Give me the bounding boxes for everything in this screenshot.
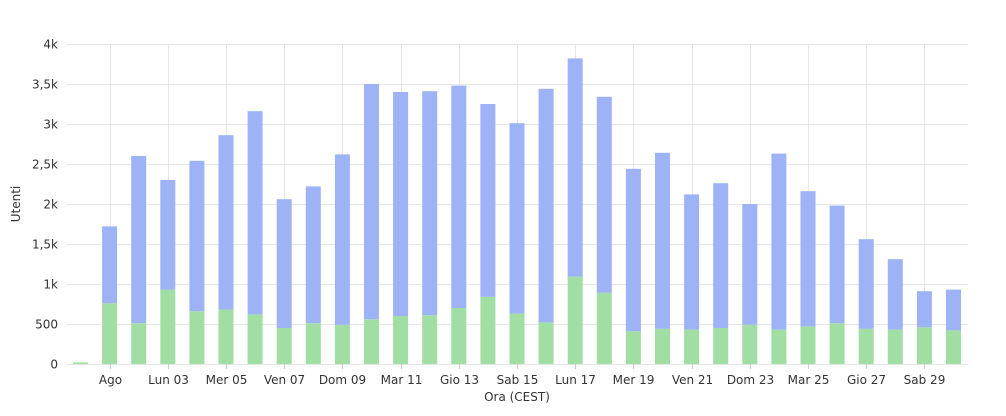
y-axis-title: Utenti xyxy=(9,186,23,223)
bar-segment-upper xyxy=(916,291,932,328)
x-axis: Ago Lun 03 Mer 05 Ven 07 Dom 09 Mar 11 Gio 13 S… xyxy=(99,364,945,387)
x-tick-label: Ven 07 xyxy=(264,373,305,387)
bar-segment-lower xyxy=(102,303,118,364)
bar-segment-lower xyxy=(684,329,700,364)
bar-segment-upper xyxy=(102,226,118,304)
bar-segment-upper xyxy=(800,191,816,327)
bar-segment-upper xyxy=(334,154,350,325)
bar-series xyxy=(73,58,961,364)
bar-segment-lower xyxy=(247,314,263,364)
x-tick-label: Dom 09 xyxy=(319,373,366,387)
x-tick-label: Lun 03 xyxy=(148,373,189,387)
x-tick-label: Sab 29 xyxy=(904,373,946,387)
y-tick-label: 2,5k xyxy=(32,158,58,172)
bar-segment-upper xyxy=(305,186,321,324)
bar-segment-lower xyxy=(189,311,205,364)
bar-segment-lower xyxy=(916,327,932,364)
bar-segment-lower xyxy=(305,323,321,364)
bar-segment-lower xyxy=(131,323,147,364)
bar-segment-upper xyxy=(364,84,379,320)
x-tick-label: Ven 21 xyxy=(672,373,713,387)
bar-segment-upper xyxy=(742,204,758,325)
x-tick-label: Dom 23 xyxy=(727,373,774,387)
bar-segment-lower xyxy=(567,276,583,364)
bar-segment-lower xyxy=(334,324,350,364)
bar-segment-upper xyxy=(946,289,961,331)
bar-segment-upper xyxy=(625,168,641,332)
x-tick-label: Sab 15 xyxy=(497,373,539,387)
x-tick-label: Gio 13 xyxy=(440,373,479,387)
bar-segment-lower xyxy=(946,330,961,364)
bar-segment-upper xyxy=(451,85,467,308)
bar-segment-upper xyxy=(422,91,438,316)
y-tick-label: 3,5k xyxy=(32,78,58,92)
bar-segment-upper xyxy=(567,58,583,277)
bar-segment-upper xyxy=(218,135,234,310)
bar-segment-lower xyxy=(538,322,554,364)
y-tick-label: 3k xyxy=(43,118,58,132)
x-tick-label: Gio 27 xyxy=(847,373,886,387)
bar-segment-lower xyxy=(451,308,467,364)
bar-segment-upper xyxy=(771,153,787,330)
bar-segment-lower xyxy=(509,313,525,364)
bar-segment-lower xyxy=(73,362,88,364)
y-tick-label: 0 xyxy=(50,358,58,372)
bar-segment-upper xyxy=(655,152,670,329)
bar-segment-upper xyxy=(160,180,176,290)
bar-segment-lower xyxy=(887,329,903,364)
y-tick-label: 1,5k xyxy=(32,238,58,252)
y-tick-label: 4k xyxy=(43,38,58,52)
x-tick-label: Mar 11 xyxy=(381,373,423,387)
bar-segment-upper xyxy=(276,199,292,328)
bar-segment-lower xyxy=(625,331,641,364)
bar-segment-upper xyxy=(480,104,496,297)
bar-segment-lower xyxy=(655,328,670,364)
bar-segment-lower xyxy=(276,328,292,364)
bar-segment-upper xyxy=(684,194,700,330)
bar-segment-lower xyxy=(800,326,816,364)
bar-segment-upper xyxy=(538,88,554,323)
bar-segment-lower xyxy=(480,296,496,364)
x-tick-label: Mar 25 xyxy=(788,373,830,387)
bar-segment-upper xyxy=(596,96,612,293)
bar-segment-upper xyxy=(829,205,845,324)
bar-segment-upper xyxy=(858,239,874,329)
bar-segment-upper xyxy=(393,92,409,316)
bar-segment-lower xyxy=(858,328,874,364)
x-tick-label: Ago xyxy=(99,373,122,387)
bar-segment-upper xyxy=(131,156,147,324)
bar-segment-lower xyxy=(364,319,379,364)
bar-segment-lower xyxy=(771,329,787,364)
bar-segment-lower xyxy=(829,323,845,364)
bar-segment-upper xyxy=(713,183,729,328)
bar-segment-lower xyxy=(422,315,438,364)
bar-segment-lower xyxy=(393,316,409,364)
bar-segment-lower xyxy=(596,292,612,364)
y-tick-label: 1k xyxy=(43,278,58,292)
bar-segment-upper xyxy=(887,259,903,330)
y-axis: 0 500 1k 1,5k 2k 2,5k 3k 3,5k 4k xyxy=(32,38,58,372)
bar-segment-upper xyxy=(247,111,263,315)
x-axis-title: Ora (CEST) xyxy=(484,390,550,404)
bar-segment-lower xyxy=(742,324,758,364)
x-tick-label: Mer 05 xyxy=(206,373,248,387)
bar-segment-lower xyxy=(218,309,234,364)
bar-segment-lower xyxy=(713,328,729,364)
bar-segment-upper xyxy=(189,160,205,312)
x-tick-label: Mer 19 xyxy=(613,373,655,387)
bar-segment-lower xyxy=(160,289,176,364)
x-tick-label: Lun 17 xyxy=(555,373,596,387)
bar-segment-upper xyxy=(509,123,525,314)
y-tick-label: 500 xyxy=(35,318,58,332)
y-tick-label: 2k xyxy=(43,198,58,212)
